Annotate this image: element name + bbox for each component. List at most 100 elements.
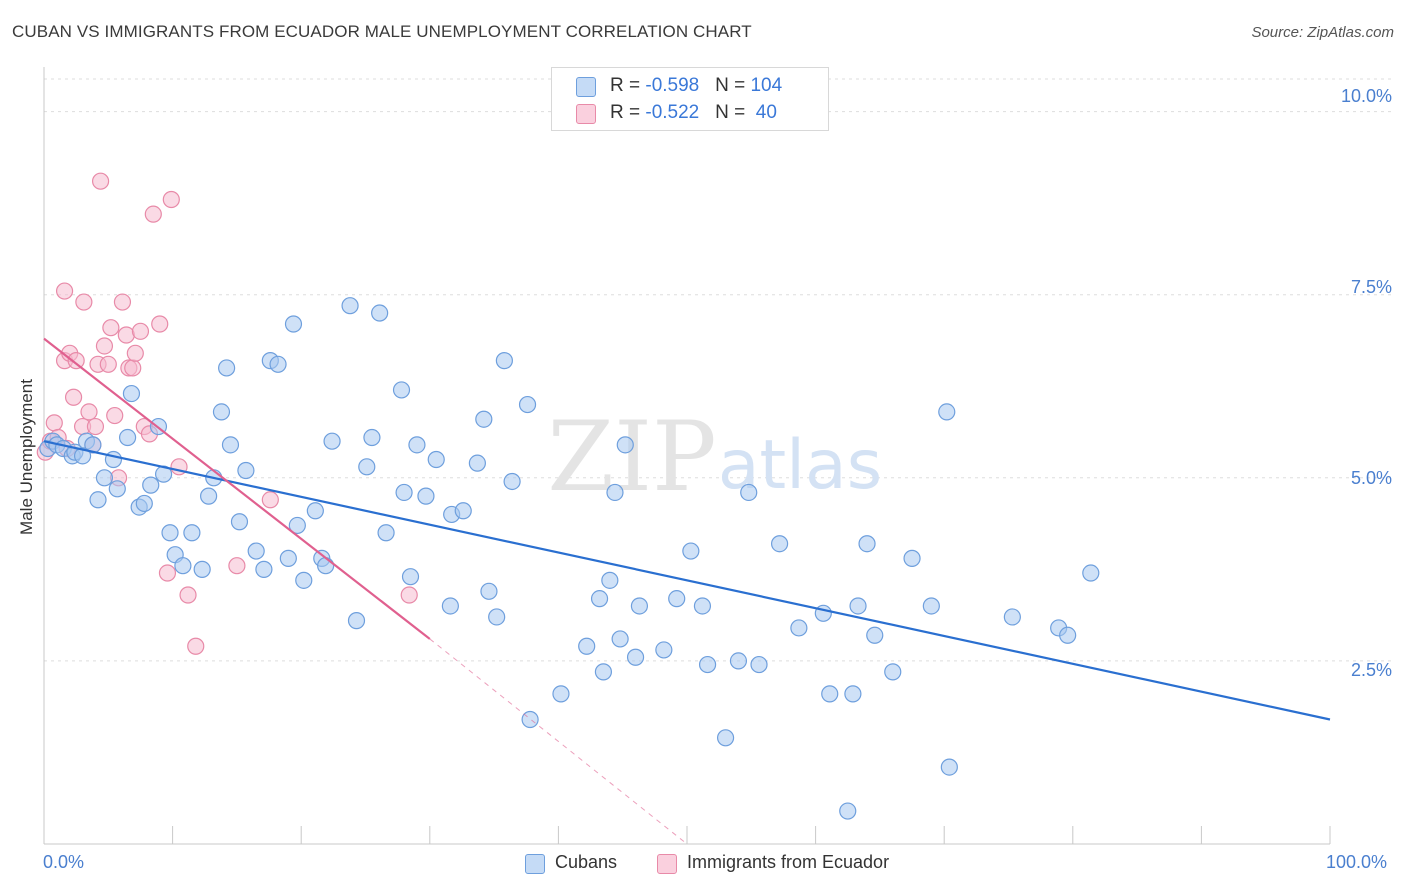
cubans-point (371, 304, 389, 322)
cubans-point (237, 461, 255, 480)
cubans-point (616, 436, 634, 454)
cubans-point (503, 472, 521, 491)
cubans-point (922, 597, 940, 615)
ecuador-point (55, 282, 74, 300)
r-label: R = (610, 75, 646, 96)
ecuador-point (179, 586, 197, 604)
cubans-point (468, 454, 486, 472)
cubans-point (518, 395, 537, 414)
ecuador-point (67, 352, 85, 370)
ecuador-point (126, 344, 144, 362)
ecuador-point (261, 491, 279, 509)
n-value: 40 (750, 102, 777, 123)
cubans-point (284, 315, 303, 333)
cubans-point (392, 381, 411, 399)
cubans-point (427, 450, 445, 469)
cubans-point (377, 524, 395, 542)
cubans-point (89, 491, 107, 509)
ecuador-point (64, 388, 83, 406)
cubans-point (821, 685, 839, 703)
cubans-point (183, 524, 201, 542)
cubans-point (358, 458, 376, 476)
cubans-point (193, 560, 211, 578)
cubans-point (594, 663, 613, 681)
ecuador-point (117, 326, 135, 344)
gridlines (44, 78, 1392, 662)
ecuador-point (131, 322, 150, 340)
trend-lines (43, 337, 1331, 845)
ecuador-point (102, 319, 120, 337)
ecuador-point (80, 403, 98, 421)
cubans-point (884, 663, 902, 681)
ecuador-trend-extension (429, 638, 688, 845)
cubans-point (363, 428, 381, 447)
cubans-point (341, 297, 359, 315)
cubans-point (135, 494, 153, 513)
cubans-point (1003, 608, 1021, 626)
ecuador-legend-swatch (657, 854, 677, 874)
cubans-point (475, 410, 493, 428)
ecuador-point (75, 293, 93, 311)
cubans-point (269, 355, 287, 373)
cubans-point (247, 542, 265, 560)
cubans-points (39, 297, 1100, 820)
cubans-point (790, 619, 808, 637)
cubans-point (606, 483, 624, 502)
cubans-point (395, 483, 413, 502)
cubans-point (770, 535, 789, 553)
ecuador-point (45, 414, 63, 432)
n-label: N = (715, 75, 751, 96)
y-tick-label: 2.5% (1350, 660, 1392, 680)
cubans-point (729, 652, 748, 670)
cubans-trend-line (43, 440, 1331, 721)
cubans-point (174, 557, 192, 575)
cubans-point (1082, 564, 1100, 582)
ecuador-point (400, 586, 418, 604)
ecuador-trend-line (43, 337, 431, 640)
ecuador-point (124, 359, 142, 377)
cubans-point (693, 597, 712, 615)
cubans-point (630, 597, 649, 615)
cubans-point (108, 480, 126, 498)
cubans-point (844, 685, 862, 703)
cubans-point (488, 608, 506, 626)
cubans-point (122, 384, 141, 403)
ecuador-point (86, 417, 105, 436)
cubans-point (73, 447, 92, 465)
cubans-point (401, 568, 420, 586)
ecuador-point (95, 337, 114, 355)
cubans-point (212, 403, 231, 421)
r-label: R = (610, 102, 646, 123)
ecuador-point (151, 315, 169, 333)
y-axis-label: Male Unemployment (17, 379, 36, 535)
cubans-point (682, 542, 700, 560)
ecuador-point (113, 293, 132, 311)
cubans-point (95, 469, 114, 487)
cubans-point (218, 359, 236, 377)
cubans-point (221, 436, 240, 454)
cubans-point (408, 436, 426, 454)
cubans-point (295, 571, 313, 589)
cubans-point (347, 612, 366, 630)
cubans-point (750, 655, 768, 674)
chart-title: CUBAN VS IMMIGRANTS FROM ECUADOR MALE UN… (12, 22, 752, 41)
cubans-point (740, 483, 758, 502)
watermark-zip: ZIP (547, 401, 716, 513)
cubans-point (1059, 626, 1077, 644)
cubans-point (118, 428, 137, 447)
cubans-point (552, 685, 570, 703)
ecuador-point (187, 637, 205, 655)
cubans-point (495, 352, 513, 370)
cubans-point (142, 476, 160, 494)
watermark: ZIP atlas (547, 401, 882, 513)
chart-source: Source: ZipAtlas.com (1251, 24, 1394, 41)
ecuador-point (144, 205, 162, 223)
x-tick-label-min: 0.0% (43, 852, 85, 872)
cubans-point (161, 524, 179, 542)
cubans-point (578, 637, 596, 655)
cubans-point (255, 560, 273, 578)
cubans-point (200, 487, 218, 505)
ecuador-point (99, 355, 117, 373)
ecuador-point (158, 564, 177, 582)
ecuador-point (228, 557, 246, 575)
